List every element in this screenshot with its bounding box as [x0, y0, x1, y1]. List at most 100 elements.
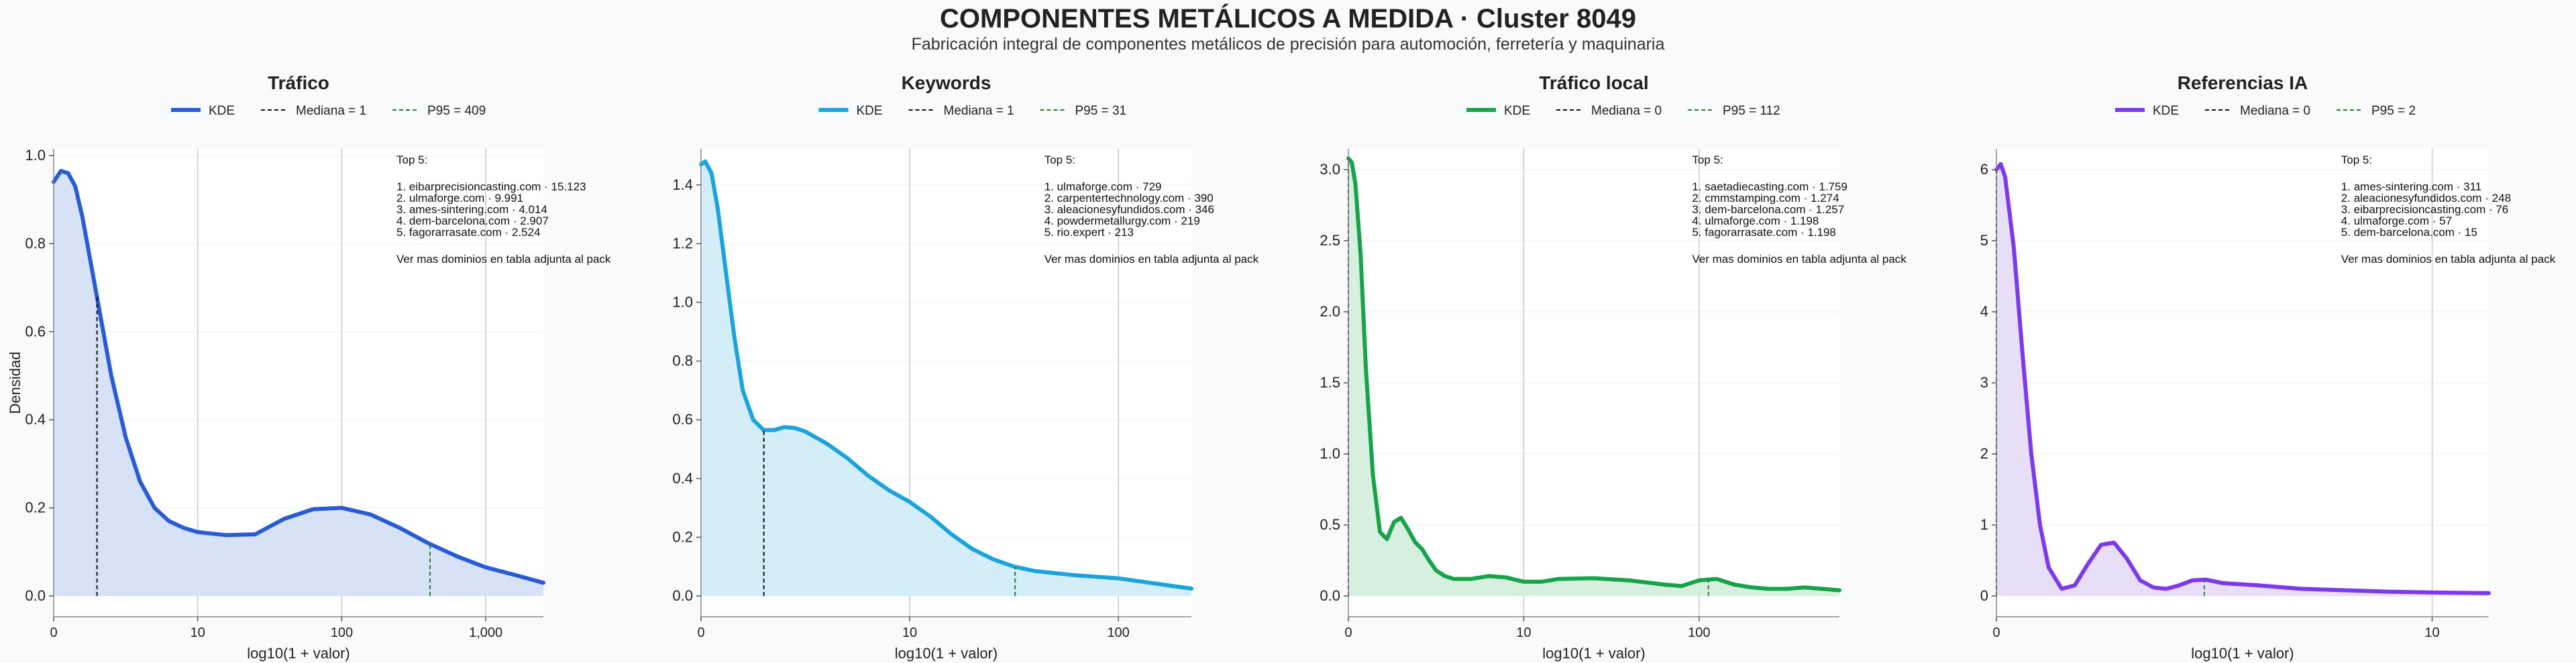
legend-kde-label: KDE: [209, 104, 235, 118]
y-tick-label: 0: [1980, 587, 1988, 604]
chart-panel-3: 0 10 100 0.0 0.5 1.0 1.5 2.0 2.5 3.0 log10(1 + val…: [1320, 72, 1907, 662]
top5-item: 2. ulmaforge.com · 9.991: [396, 192, 523, 204]
x-tick-label: 10: [1516, 625, 1531, 640]
top5-item: 1. ulmaforge.com · 729: [1044, 180, 1162, 193]
y-tick-label: 0.2: [25, 499, 46, 516]
y-tick-label: 0.6: [672, 411, 693, 428]
y-tick-label: 0.4: [672, 470, 693, 487]
x-axis-label: log10(1 + valor): [247, 645, 350, 662]
y-axis-label: Densidad: [7, 352, 23, 414]
y-tick-label: 0.4: [25, 411, 46, 428]
y-tick-label: 2: [1980, 445, 1988, 462]
x-tick-label: 0: [1344, 625, 1352, 640]
top5-item: 4. powdermetallurgy.com · 219: [1044, 215, 1200, 227]
x-tick-label: 10: [2424, 625, 2439, 640]
top5-footer: Ver mas dominios en tabla adjunta al pac…: [396, 253, 611, 265]
x-tick-label: 0: [1992, 625, 2000, 640]
top5-footer: Ver mas dominios en tabla adjunta al pac…: [1692, 253, 1907, 265]
kde-line: [699, 159, 1193, 591]
y-tick-label: 0.0: [25, 587, 46, 604]
y-tick-label: 1.0: [1320, 445, 1340, 462]
chart-panel-1: 0 10 100 1,000 0.0 0.2 0.4 0.6 0.8 1.0 log10(1 + v…: [7, 72, 611, 662]
chart-title: Keywords: [902, 72, 991, 93]
top5-item: 2. carpentertechnology.com · 390: [1044, 192, 1214, 204]
top5-footer: Ver mas dominios en tabla adjunta al pac…: [1044, 253, 1259, 265]
x-tick-label: 0: [50, 625, 57, 640]
legend-p95-label: P95 = 112: [1723, 104, 1780, 118]
y-tick-label: 2.0: [1320, 303, 1340, 320]
top5-item: 3. ames-sintering.com · 4.014: [396, 203, 547, 216]
x-tick-label: 100: [1688, 625, 1710, 640]
legend-kde-label: KDE: [857, 104, 883, 118]
legend-p95-label: P95 = 409: [427, 104, 486, 118]
y-tick-label: 1.0: [672, 294, 693, 310]
top5-heading: Top 5:: [396, 154, 427, 166]
legend-median-label: Mediana = 1: [944, 104, 1014, 118]
top5-item: 1. saetadiecasting.com · 1.759: [1692, 180, 1847, 193]
top5-item: 2. aleacionesyfundidos.com · 248: [2341, 192, 2511, 204]
kde-area: [54, 171, 543, 596]
y-tick-label: 0.0: [672, 587, 693, 604]
y-tick-label: 2.5: [1320, 232, 1340, 249]
y-tick-label: 1.2: [672, 235, 693, 251]
chart-title: Referencias IA: [2178, 72, 2308, 93]
chart-title: Tráfico local: [1539, 72, 1648, 93]
top5-item: 5. dem-barcelona.com · 15: [2341, 226, 2477, 239]
kde-line: [1346, 156, 1841, 593]
kde-line: [1994, 162, 2491, 595]
legend-kde-label: KDE: [1504, 104, 1530, 118]
top5-item: 4. dem-barcelona.com · 2.907: [396, 215, 549, 227]
y-tick-label: 1.5: [1320, 374, 1340, 391]
top5-item: 1. eibarprecisioncasting.com · 15.123: [396, 180, 586, 193]
top5-item: 5. rio.expert · 213: [1044, 226, 1134, 239]
x-tick-label: 100: [1107, 625, 1129, 640]
page-title: COMPONENTES METÁLICOS A MEDIDA · Cluster…: [940, 4, 1636, 34]
top5-heading: Top 5:: [2341, 154, 2372, 166]
x-tick-label: 10: [902, 625, 917, 640]
x-axis-label: log10(1 + valor): [895, 645, 998, 662]
kde-area: [701, 161, 1191, 597]
chart-title: Tráfico: [268, 72, 329, 93]
x-tick-label: 100: [331, 625, 353, 640]
y-tick-label: 6: [1980, 161, 1988, 178]
legend-median-label: Mediana = 1: [296, 104, 366, 118]
top5-item: 2. cmmstamping.com · 1.274: [1692, 192, 1839, 204]
top5-item: 3. dem-barcelona.com · 1.257: [1692, 203, 1844, 216]
legend-kde-label: KDE: [2153, 104, 2179, 118]
y-tick-label: 3: [1980, 374, 1988, 391]
chart-panel-2: 0 10 100 0.0 0.2 0.4 0.6 0.8 1.0 1.2 1.4 log10(1 + …: [672, 72, 1258, 662]
x-tick-label: 10: [191, 625, 205, 640]
y-tick-label: 0.8: [672, 353, 693, 369]
y-tick-label: 4: [1980, 303, 1988, 320]
x-axis-label: log10(1 + valor): [2191, 645, 2294, 662]
y-tick-label: 0.0: [1320, 587, 1340, 604]
chart-panel-4: 0 10 0 1 2 3 4 5 6 log10(1 + valor) Referencias IA…: [1980, 72, 2556, 662]
x-tick-label: 1,000: [469, 625, 502, 640]
kde-line: [52, 169, 545, 585]
top5-item: 1. ames-sintering.com · 311: [2341, 180, 2481, 193]
y-tick-label: 0.6: [25, 323, 46, 340]
x-tick-label: 0: [697, 625, 704, 640]
page-subtitle: Fabricación integral de componentes metá…: [911, 35, 1665, 54]
top5-item: 3. aleacionesyfundidos.com · 346: [1044, 203, 1214, 216]
top5-item: 5. fagorarrasate.com · 2.524: [396, 226, 541, 239]
top5-heading: Top 5:: [1692, 154, 1723, 166]
legend-median-label: Mediana = 0: [1591, 104, 1662, 118]
y-tick-label: 3.0: [1320, 161, 1340, 178]
y-tick-label: 5: [1980, 232, 1988, 249]
legend-p95-label: P95 = 2: [2371, 104, 2416, 118]
x-axis-label: log10(1 + valor): [1542, 645, 1645, 662]
top5-heading: Top 5:: [1044, 154, 1075, 166]
y-tick-label: 0.8: [25, 235, 46, 251]
legend-median-label: Mediana = 0: [2240, 104, 2310, 118]
y-tick-label: 0.2: [672, 528, 693, 545]
top5-item: 3. eibarprecisioncasting.com · 76: [2341, 203, 2508, 216]
y-tick-label: 1.0: [25, 147, 46, 164]
legend-p95-label: P95 = 31: [1075, 104, 1127, 118]
top5-footer: Ver mas dominios en tabla adjunta al pac…: [2341, 253, 2556, 265]
y-tick-label: 1: [1980, 516, 1988, 533]
top5-item: 4. ulmaforge.com · 57: [2341, 215, 2452, 227]
top5-item: 4. ulmaforge.com · 1.198: [1692, 215, 1819, 227]
y-tick-label: 0.5: [1320, 516, 1340, 533]
